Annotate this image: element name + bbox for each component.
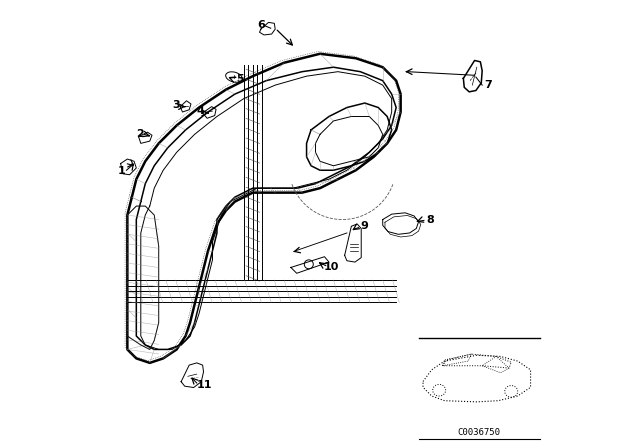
Text: 11: 11 (196, 380, 212, 390)
Text: 5: 5 (236, 74, 244, 84)
Text: 9: 9 (360, 221, 368, 231)
Text: 8: 8 (426, 215, 434, 225)
Text: C0036750: C0036750 (458, 428, 500, 437)
Text: 10: 10 (324, 263, 339, 272)
Text: 3: 3 (172, 100, 180, 110)
Text: 2: 2 (136, 129, 144, 139)
Text: 6: 6 (257, 20, 265, 30)
Text: 4: 4 (196, 106, 204, 116)
Text: 1: 1 (118, 166, 126, 176)
Text: 7: 7 (484, 80, 492, 90)
